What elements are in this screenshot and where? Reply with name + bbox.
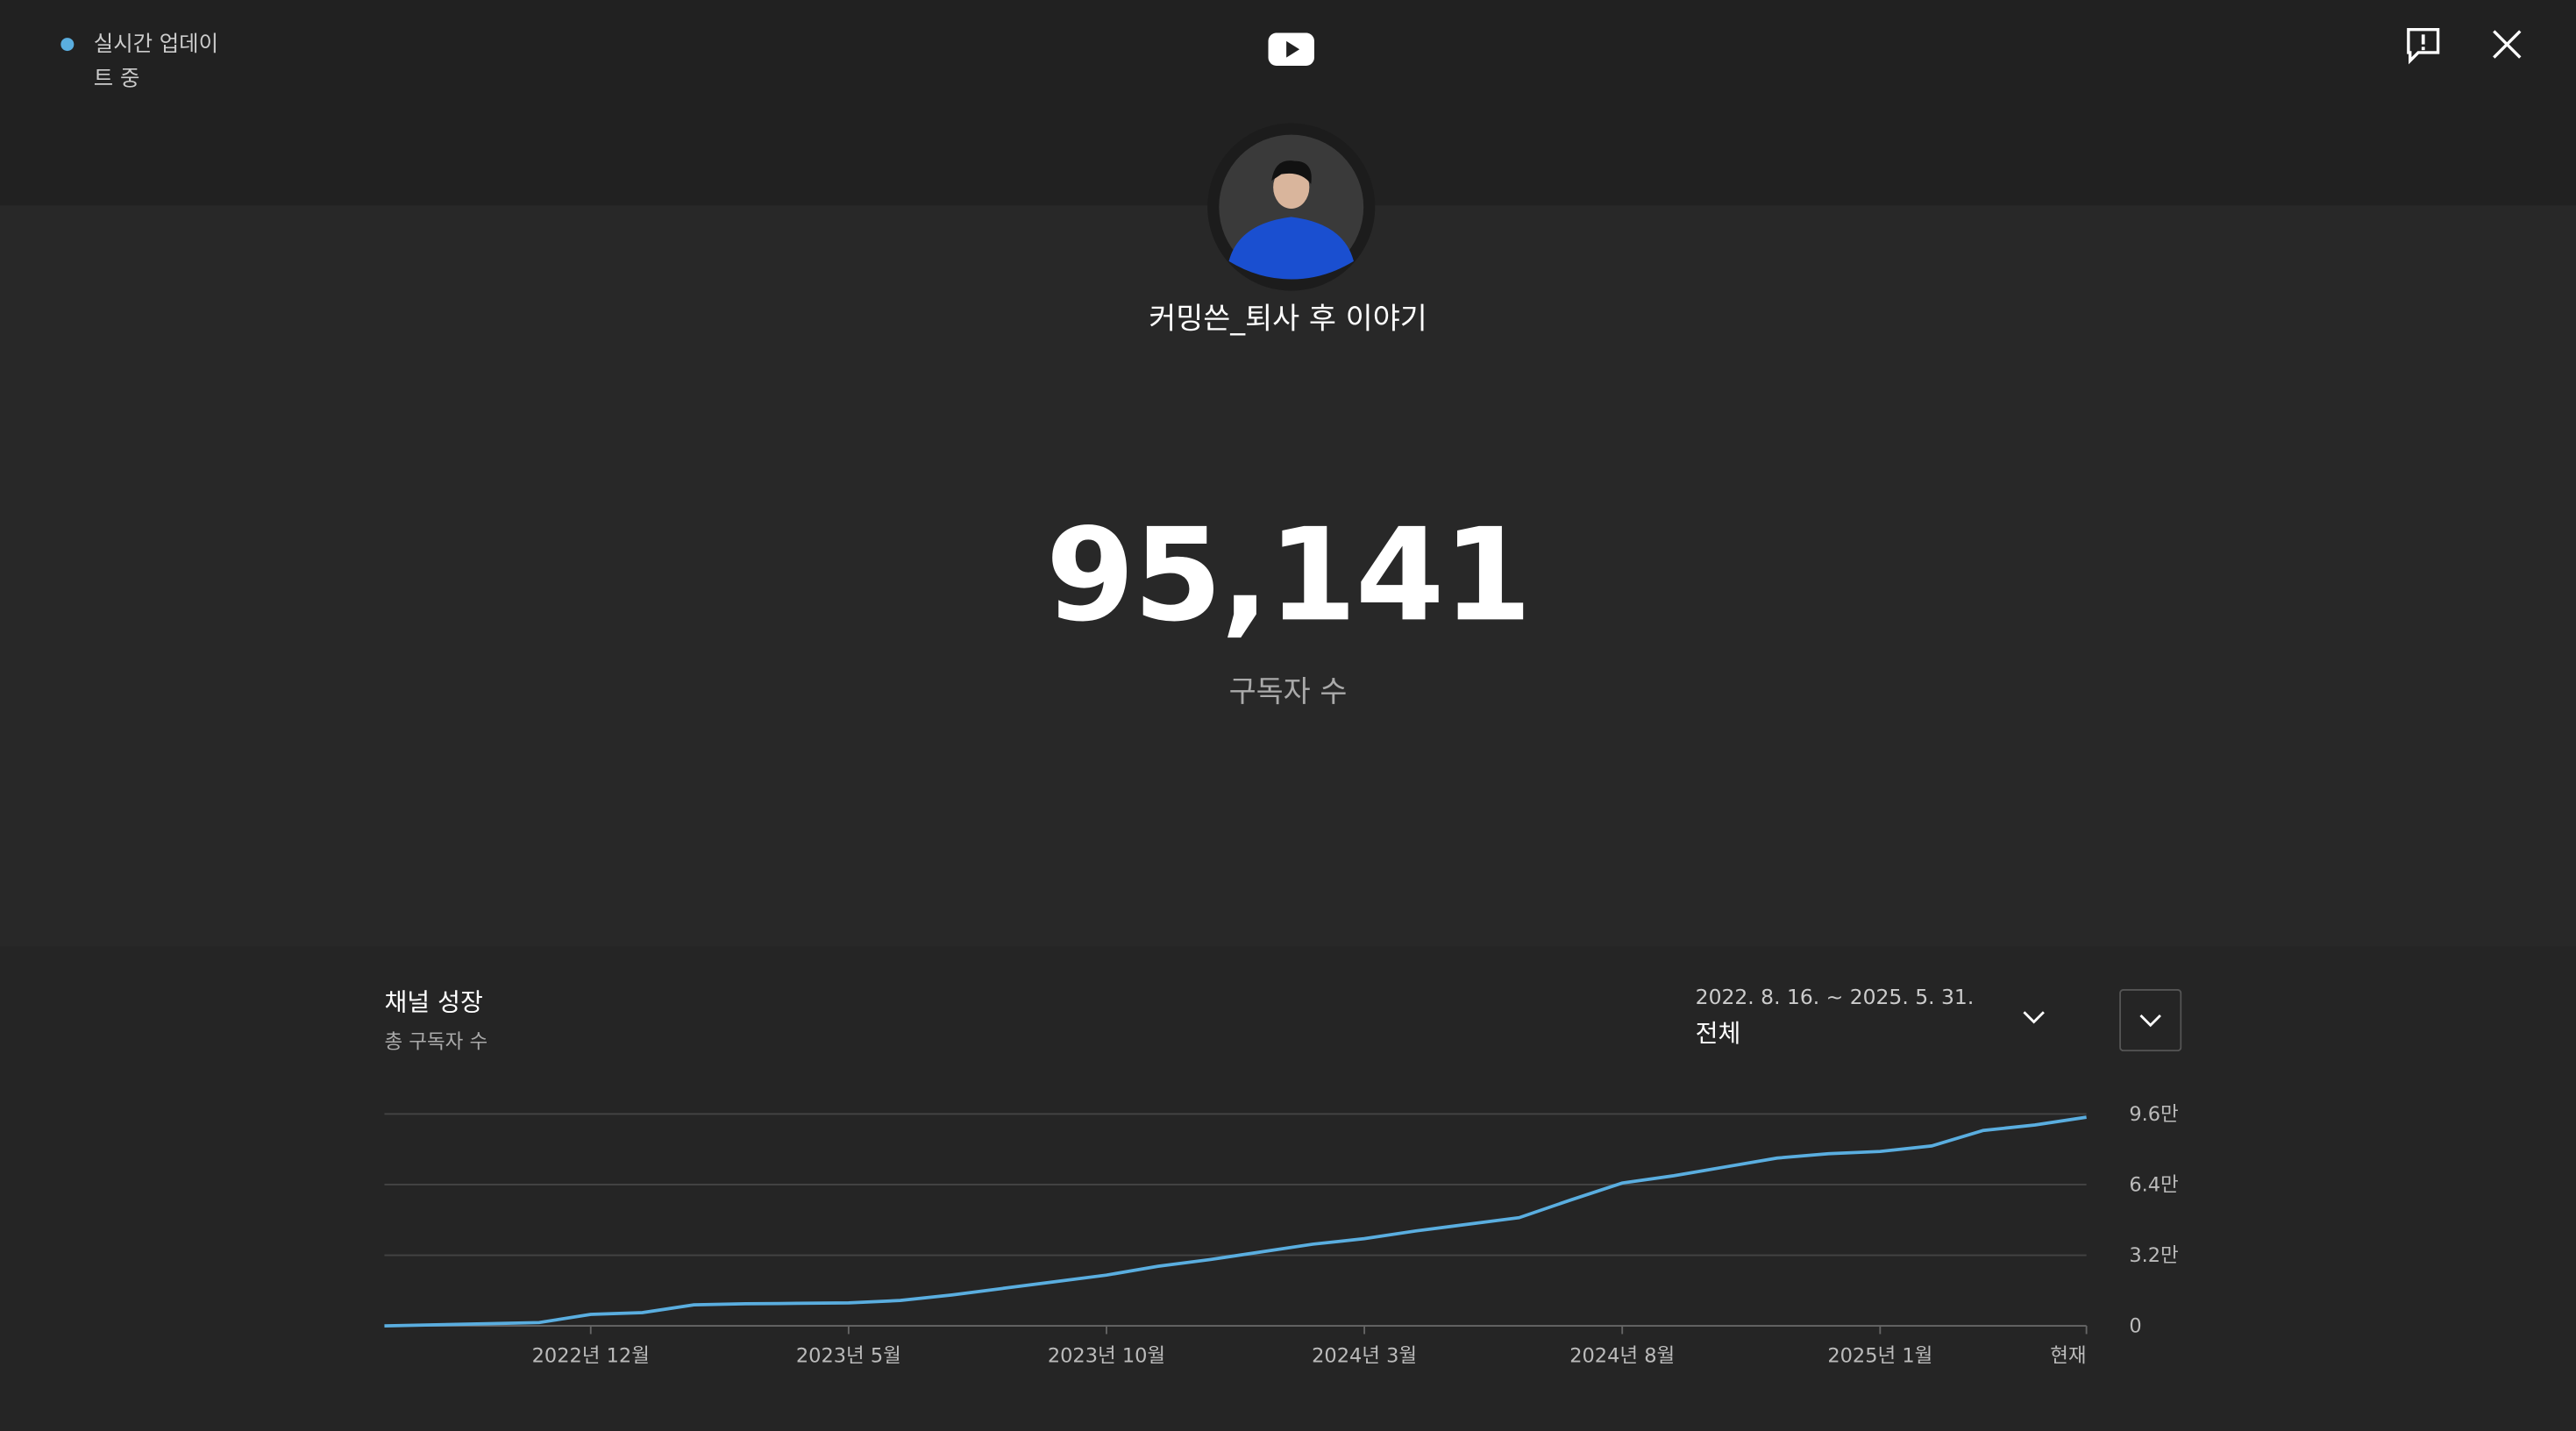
date-range[interactable]: 2022. 8. 16. ~ 2025. 5. 31. xyxy=(1695,984,1975,1009)
youtube-logo xyxy=(1268,32,1314,66)
x-tick-label: 2023년 10월 xyxy=(1048,1344,1165,1367)
subscriber-count: 95,141 xyxy=(1045,502,1533,651)
y-tick-label: 9.6만 xyxy=(2129,1103,2178,1126)
line xyxy=(384,1115,2087,1328)
growth-panel xyxy=(0,946,2576,1431)
report-button[interactable] xyxy=(2405,26,2441,66)
x-tick-label: 2024년 3월 xyxy=(1312,1344,1417,1367)
x-tick-label: 2025년 1월 xyxy=(1827,1344,1932,1367)
y-tick-label: 6.4만 xyxy=(2129,1173,2178,1196)
x-tick-label: 2024년 8월 xyxy=(1569,1344,1675,1367)
live-dot xyxy=(60,38,75,52)
expand-button[interactable] xyxy=(2119,988,2182,1052)
period[interactable]: 전체 xyxy=(1695,1018,1741,1049)
panel-subtitle: 총 구독자 수 xyxy=(384,1029,488,1054)
channel-name: 커밍쓴_퇴사 후 이야기 xyxy=(1149,302,1427,338)
x-tick-label: 2023년 5월 xyxy=(796,1344,901,1367)
live-status: 실시간 업데이트 중 xyxy=(93,32,219,92)
avatar xyxy=(1207,123,1376,291)
x-tick-label: 현재 xyxy=(2050,1344,2086,1367)
x-tick-label: 2022년 12월 xyxy=(532,1344,650,1367)
y-tick-label: 3.2만 xyxy=(2129,1244,2178,1267)
period-dropdown[interactable] xyxy=(2023,1008,2046,1025)
panel-title: 채널 성장 xyxy=(384,987,483,1017)
close-button[interactable] xyxy=(2492,30,2522,60)
subscriber-label: 구독자 수 xyxy=(1228,675,1348,710)
y-tick-label: 0 xyxy=(2129,1315,2141,1338)
